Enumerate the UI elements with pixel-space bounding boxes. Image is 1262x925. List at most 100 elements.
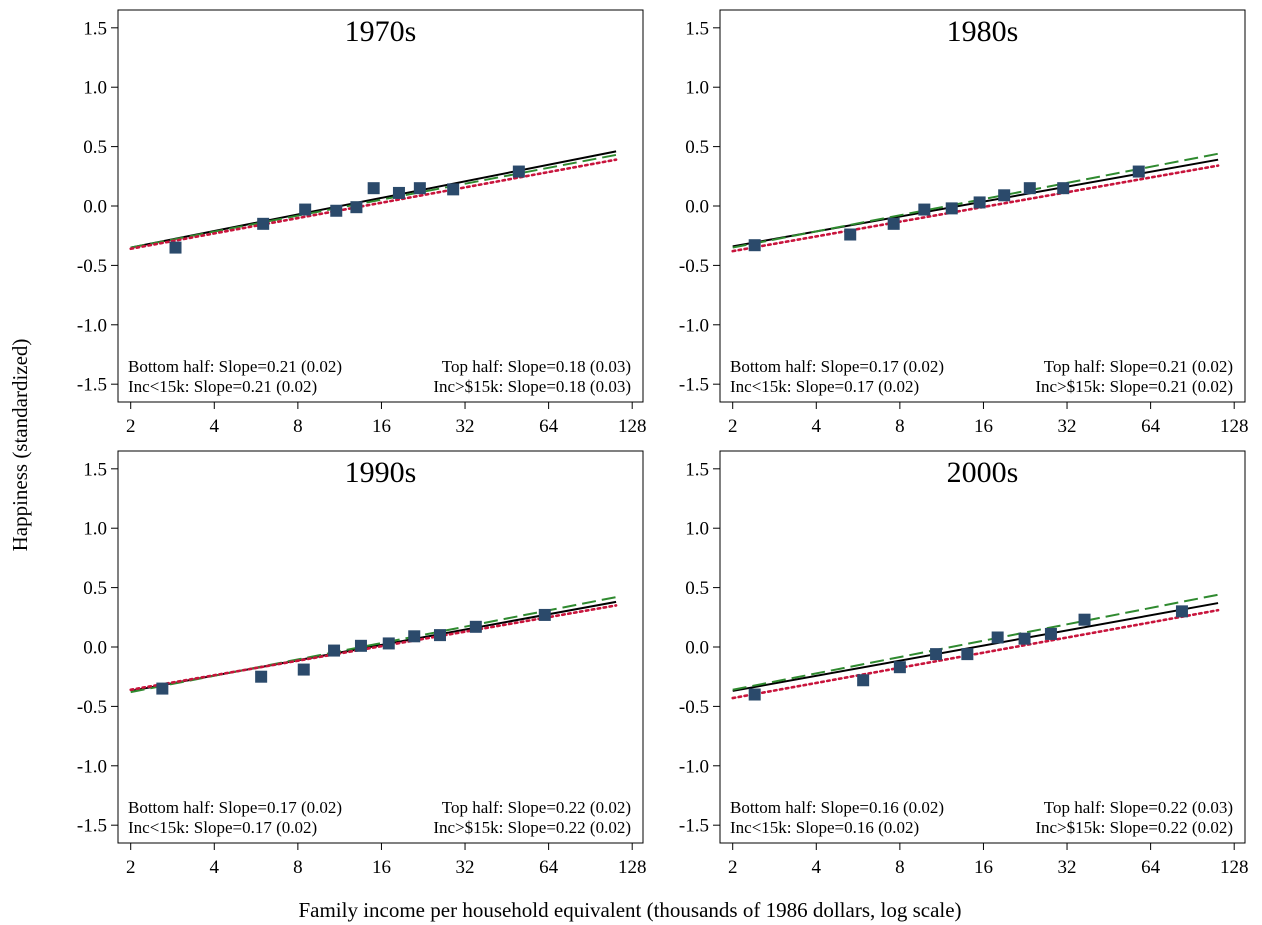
data-point bbox=[844, 228, 857, 241]
data-point bbox=[392, 186, 405, 199]
data-point bbox=[512, 165, 525, 178]
fit-line-dotted bbox=[731, 608, 1220, 700]
y-tick-label: 1.5 bbox=[685, 459, 709, 480]
data-point bbox=[350, 201, 363, 214]
data-point bbox=[328, 644, 341, 657]
panel-title: 1970s bbox=[345, 15, 417, 48]
x-tick-label: 2 bbox=[728, 857, 738, 878]
x-tick-label: 32 bbox=[456, 416, 475, 437]
x-tick-label: 8 bbox=[895, 416, 905, 437]
slope-annotation: Bottom half: Slope=0.17 (0.02) bbox=[730, 357, 944, 376]
y-tick-label: 1.5 bbox=[83, 18, 107, 39]
y-tick-label: -1.0 bbox=[679, 315, 709, 336]
data-point bbox=[930, 648, 943, 661]
data-point bbox=[961, 648, 974, 661]
plot-frame bbox=[117, 9, 644, 403]
y-axis-title: Happiness (standardized) bbox=[8, 339, 32, 552]
y-tick-label: 0.5 bbox=[83, 137, 107, 158]
data-point bbox=[1018, 632, 1031, 645]
x-tick-label: 8 bbox=[895, 857, 905, 878]
x-tick-label: 32 bbox=[456, 857, 475, 878]
y-tick-label: -1.5 bbox=[679, 375, 709, 396]
slope-annotation: Top half: Slope=0.22 (0.03) bbox=[1044, 798, 1233, 817]
data-point bbox=[413, 182, 426, 195]
y-tick-label: -1.5 bbox=[77, 375, 107, 396]
chart-panel-3: -1.5 -1.0 -0.5 0.0 0.5 1.0 1.5 2 4 8 16 32 64 128 1990… bbox=[77, 450, 646, 878]
data-point bbox=[1044, 627, 1057, 640]
y-tick-label: -1.0 bbox=[77, 315, 107, 336]
x-tick-label: 2 bbox=[728, 416, 738, 437]
data-point bbox=[1078, 613, 1091, 626]
y-tick-label: 1.0 bbox=[685, 78, 709, 99]
slope-annotation: Top half: Slope=0.21 (0.02) bbox=[1044, 357, 1233, 376]
x-tick-label: 64 bbox=[1141, 857, 1161, 878]
data-point bbox=[945, 202, 958, 215]
slope-annotation: Inc<15k: Slope=0.21 (0.02) bbox=[128, 377, 317, 396]
slope-annotation: Top half: Slope=0.22 (0.02) bbox=[442, 798, 631, 817]
x-tick-label: 64 bbox=[1141, 416, 1161, 437]
x-tick-label: 128 bbox=[1220, 416, 1249, 437]
y-tick-label: -0.5 bbox=[679, 256, 709, 277]
data-point bbox=[748, 239, 761, 252]
y-tick-label: -0.5 bbox=[679, 697, 709, 718]
data-point bbox=[408, 630, 421, 643]
y-tick-label: 0.5 bbox=[685, 578, 709, 599]
data-point bbox=[469, 620, 482, 633]
data-point bbox=[1132, 165, 1145, 178]
x-tick-label: 16 bbox=[372, 416, 391, 437]
data-point bbox=[918, 203, 931, 216]
data-point bbox=[299, 203, 312, 216]
slope-annotation: Bottom half: Slope=0.17 (0.02) bbox=[128, 798, 342, 817]
y-tick-label: 0.0 bbox=[685, 638, 709, 659]
fit-line-dashed bbox=[732, 593, 1219, 691]
y-tick-label: -0.5 bbox=[77, 256, 107, 277]
chart-panel-2: -1.5 -1.0 -0.5 0.0 0.5 1.0 1.5 2 4 8 16 32 64 128 1980… bbox=[679, 9, 1249, 437]
data-point bbox=[257, 217, 270, 230]
x-tick-label: 128 bbox=[1220, 857, 1249, 878]
data-point bbox=[297, 663, 310, 676]
data-point bbox=[893, 661, 906, 674]
slope-annotation: Inc>$15k: Slope=0.22 (0.02) bbox=[1035, 818, 1233, 837]
data-point bbox=[156, 682, 169, 695]
fit-line-dashed bbox=[130, 596, 617, 694]
fit-line-dotted bbox=[129, 604, 618, 692]
slope-annotation: Inc>$15k: Slope=0.22 (0.02) bbox=[433, 818, 631, 837]
x-tick-label: 64 bbox=[539, 416, 559, 437]
x-tick-label: 32 bbox=[1058, 416, 1077, 437]
y-tick-label: 0.0 bbox=[83, 197, 107, 218]
x-axis-title: Family income per household equivalent (… bbox=[298, 898, 961, 922]
y-tick-label: 1.0 bbox=[83, 519, 107, 540]
y-tick-label: 1.0 bbox=[83, 78, 107, 99]
x-tick-label: 8 bbox=[293, 857, 303, 878]
fit-line-solid bbox=[732, 602, 1219, 692]
x-tick-label: 4 bbox=[812, 857, 822, 878]
panel-title: 2000s bbox=[947, 456, 1019, 489]
x-tick-label: 32 bbox=[1058, 857, 1077, 878]
y-tick-label: -1.0 bbox=[77, 756, 107, 777]
x-tick-label: 64 bbox=[539, 857, 559, 878]
data-point bbox=[887, 217, 900, 230]
y-tick-label: 0.0 bbox=[685, 197, 709, 218]
slope-annotation: Inc>$15k: Slope=0.18 (0.03) bbox=[433, 377, 631, 396]
y-tick-label: 0.5 bbox=[685, 137, 709, 158]
y-tick-label: 0.5 bbox=[83, 578, 107, 599]
panel-title: 1990s bbox=[345, 456, 417, 489]
fit-line-solid bbox=[130, 150, 617, 249]
x-tick-label: 2 bbox=[126, 857, 136, 878]
x-tick-label: 4 bbox=[210, 416, 220, 437]
data-point bbox=[857, 674, 870, 687]
x-tick-label: 16 bbox=[974, 416, 993, 437]
data-point bbox=[354, 639, 367, 652]
data-point bbox=[998, 189, 1011, 202]
data-point bbox=[169, 241, 182, 254]
x-tick-label: 8 bbox=[293, 416, 303, 437]
slope-annotation: Bottom half: Slope=0.21 (0.02) bbox=[128, 357, 342, 376]
y-tick-label: -0.5 bbox=[77, 697, 107, 718]
x-tick-label: 4 bbox=[210, 857, 220, 878]
data-point bbox=[1023, 182, 1036, 195]
data-point bbox=[255, 670, 268, 683]
data-point bbox=[973, 196, 986, 209]
x-tick-label: 16 bbox=[372, 857, 391, 878]
data-point bbox=[991, 631, 1004, 644]
slope-annotation: Inc<15k: Slope=0.17 (0.02) bbox=[128, 818, 317, 837]
